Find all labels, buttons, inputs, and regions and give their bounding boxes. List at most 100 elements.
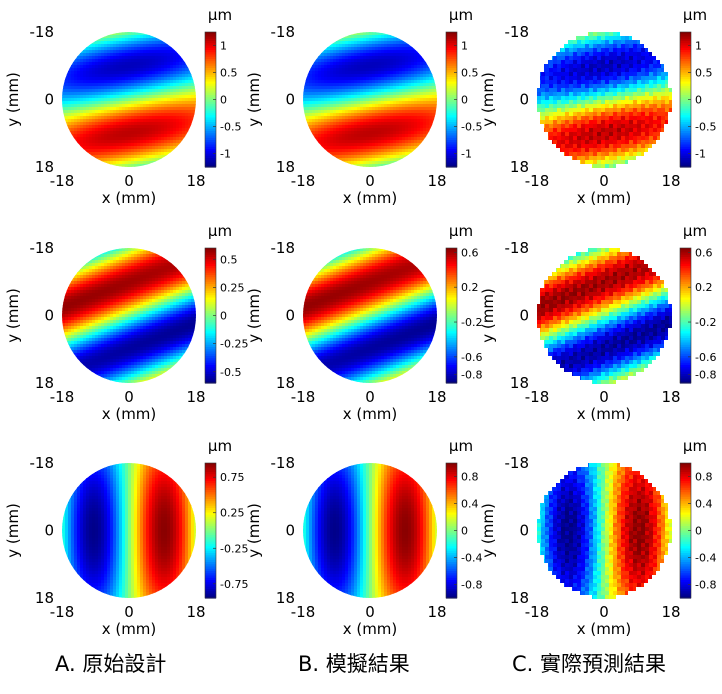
x-tick-label: 0 xyxy=(124,603,134,621)
colorbar-tick-label: -0.8 xyxy=(695,579,716,592)
y-tick-label: -18 xyxy=(505,454,530,472)
heatmap-surface xyxy=(537,32,674,169)
x-tick-label: 18 xyxy=(427,603,446,621)
x-tick-label: 0 xyxy=(124,172,134,190)
colorbar-tick-label: 0.25 xyxy=(220,281,245,294)
colorbar-tick-label: 0.25 xyxy=(220,507,245,520)
x-tick-label: 0 xyxy=(599,603,609,621)
y-tick-label: 0 xyxy=(285,91,295,109)
y-tick-label: -18 xyxy=(30,239,55,257)
y-axis-label: y (mm) xyxy=(479,503,497,558)
x-axis-label: x (mm) xyxy=(102,620,157,638)
x-tick-label: -18 xyxy=(525,388,550,406)
colorbar-tick-label: 0.4 xyxy=(695,498,713,511)
x-tick-label: -18 xyxy=(525,603,550,621)
y-tick-label: 0 xyxy=(519,307,529,325)
x-axis-label: x (mm) xyxy=(577,405,632,423)
colorbar-unit-label: μm xyxy=(449,6,473,24)
y-axis-label: y (mm) xyxy=(245,503,263,558)
colorbar-tick-label: 0 xyxy=(461,94,468,107)
colorbar-tick-label: 0.2 xyxy=(695,281,713,294)
colorbar-tick-label: -0.8 xyxy=(461,579,482,592)
colorbar-tick-label: 0.75 xyxy=(220,471,245,484)
y-tick-label: -18 xyxy=(30,454,55,472)
colorbar-tick-label: 1 xyxy=(461,40,468,53)
colorbar-tick-label: -0.6 xyxy=(695,351,716,364)
colorbar-unit-label: μm xyxy=(683,222,707,240)
x-tick-label: -18 xyxy=(525,172,550,190)
y-tick-label: 0 xyxy=(519,522,529,540)
colorbar-tick-label: 0.2 xyxy=(461,281,479,294)
x-tick-label: -18 xyxy=(291,388,316,406)
colorbar-unit-label: μm xyxy=(683,6,707,24)
heatmap-surface xyxy=(537,248,674,385)
y-tick-label: -18 xyxy=(505,23,530,41)
y-axis-label: y (mm) xyxy=(245,288,263,343)
x-tick-label: 18 xyxy=(186,603,205,621)
x-tick-label: -18 xyxy=(291,603,316,621)
colorbar-tick-label: -0.5 xyxy=(695,121,716,134)
caption-row: A. 原始設計 B. 模擬結果 C. 實際預測結果 xyxy=(0,640,722,680)
x-axis-label: x (mm) xyxy=(343,620,398,638)
colorbar: μm0.750.25-0.25-0.75 xyxy=(205,437,248,599)
colorbar: μm0.60.2-0.2-0.6-0.8 xyxy=(680,222,716,384)
y-tick-label: 0 xyxy=(44,307,54,325)
colorbar-tick-label: 1 xyxy=(220,40,227,53)
y-tick-label: 0 xyxy=(285,307,295,325)
y-axis-label: y (mm) xyxy=(479,288,497,343)
colorbar-tick-label: 0.5 xyxy=(461,67,479,80)
y-tick-label: -18 xyxy=(505,239,530,257)
x-tick-label: 18 xyxy=(661,388,680,406)
colorbar-tick-label: 0.6 xyxy=(695,246,713,259)
y-axis-label: y (mm) xyxy=(4,288,22,343)
heatmap-surface xyxy=(303,248,439,384)
caption-c: C. 實際預測結果 xyxy=(512,648,722,678)
colorbar-tick-label: -1 xyxy=(461,148,472,161)
x-tick-label: 18 xyxy=(186,388,205,406)
colorbar: μm0.50.250-0.25-0.5 xyxy=(205,222,248,384)
x-tick-label: 0 xyxy=(124,388,134,406)
x-tick-label: -18 xyxy=(291,172,316,190)
colorbar-tick-label: -0.75 xyxy=(220,578,248,591)
colorbar-tick-label: -1 xyxy=(220,148,231,161)
colorbar: μm0.80.40-0.4-0.8 xyxy=(446,437,482,599)
y-axis-label: y (mm) xyxy=(4,72,22,127)
colorbar-tick-label: 0.5 xyxy=(220,253,238,266)
x-axis-label: x (mm) xyxy=(343,405,398,423)
colorbar-tick-label: -0.8 xyxy=(461,368,482,381)
x-tick-label: -18 xyxy=(50,388,75,406)
x-tick-label: 18 xyxy=(186,172,205,190)
y-axis-label: y (mm) xyxy=(479,72,497,127)
colorbar-tick-label: 0 xyxy=(461,525,468,538)
heatmap-surface xyxy=(62,463,198,599)
x-tick-label: 0 xyxy=(365,172,375,190)
colorbar-tick-label: -0.4 xyxy=(695,552,716,565)
x-tick-label: -18 xyxy=(50,172,75,190)
colorbar-tick-label: 0.8 xyxy=(461,471,479,484)
colorbar-tick-label: 0 xyxy=(695,525,702,538)
colorbar-unit-label: μm xyxy=(449,437,473,455)
colorbar-tick-label: -0.5 xyxy=(220,121,241,134)
x-tick-label: 0 xyxy=(365,388,375,406)
heatmap-surface xyxy=(62,248,198,384)
colorbar-tick-label: -0.6 xyxy=(461,351,482,364)
x-axis-label: x (mm) xyxy=(577,189,632,207)
x-tick-label: 18 xyxy=(661,172,680,190)
x-axis-label: x (mm) xyxy=(102,189,157,207)
y-tick-label: -18 xyxy=(271,239,296,257)
x-tick-label: -18 xyxy=(50,603,75,621)
y-tick-label: 0 xyxy=(519,91,529,109)
heatmap-surface xyxy=(62,32,198,168)
colorbar-tick-label: 0 xyxy=(695,94,702,107)
colorbar-tick-label: 0.5 xyxy=(220,67,238,80)
colorbar-tick-label: 0.8 xyxy=(695,471,713,484)
x-axis-label: x (mm) xyxy=(343,189,398,207)
